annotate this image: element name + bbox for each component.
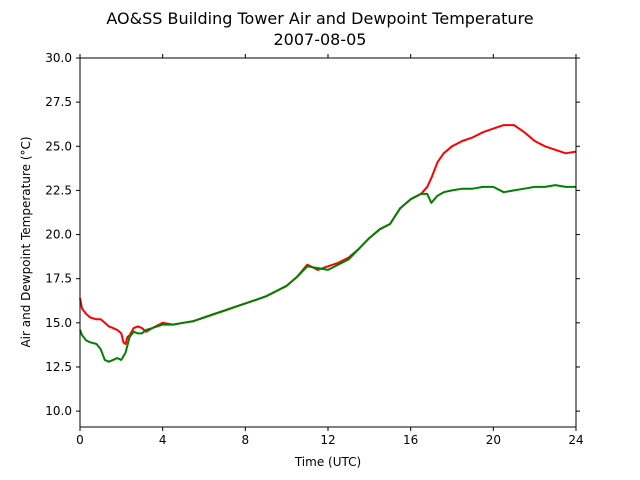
y-axis-label: Air and Dewpoint Temperature (°C): [19, 136, 33, 347]
x-tick-label: 12: [320, 433, 335, 447]
y-tick-label: 27.5: [45, 95, 72, 109]
chart-subtitle: 2007-08-05: [274, 30, 367, 49]
x-tick-label: 20: [486, 433, 501, 447]
series-line-2: [79, 184, 576, 363]
y-tick-label: 15.0: [45, 316, 72, 330]
plot-frame: [79, 57, 577, 428]
y-tick-label: 10.0: [45, 404, 72, 418]
x-axis-label: Time (UTC): [294, 455, 361, 469]
chart-title: AO&SS Building Tower Air and Dewpoint Te…: [106, 9, 533, 28]
series-line-1: [79, 124, 577, 345]
x-tick-label: 4: [159, 433, 167, 447]
y-tick-label: 17.5: [45, 272, 72, 286]
y-tick-label: 25.0: [45, 139, 72, 153]
x-tick-label: 8: [242, 433, 250, 447]
x-tick-label: 16: [403, 433, 418, 447]
tick-layer: 0 4 8 12 16 20 24 10.0 12.5 15.0 17.5 20.0 22.5 25.0 2…: [45, 51, 583, 447]
x-tick-label: 24: [568, 433, 583, 447]
series-layer: [79, 124, 577, 363]
y-tick-label: 20.0: [45, 228, 72, 242]
y-tick-label: 22.5: [45, 183, 72, 197]
y-tick-label: 30.0: [45, 51, 72, 65]
y-tick-label: 12.5: [45, 360, 72, 374]
x-tick-label: 0: [76, 433, 84, 447]
